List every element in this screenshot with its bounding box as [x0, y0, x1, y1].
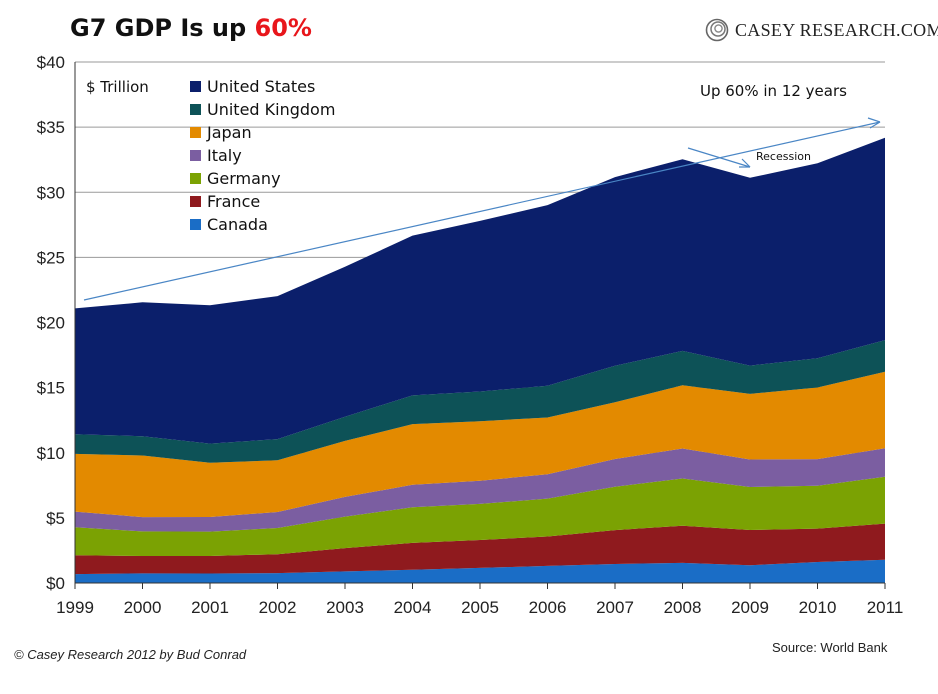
- x-tick-label: 2000: [124, 598, 162, 617]
- x-tick-label: 2008: [664, 598, 702, 617]
- legend-swatch-france: [190, 196, 201, 207]
- legend-label-italy: Italy: [207, 146, 242, 165]
- y-tick-label: $5: [46, 509, 65, 528]
- legend-swatch-canada: [190, 219, 201, 230]
- copyright-note: © Casey Research 2012 by Bud Conrad: [14, 647, 247, 662]
- annotations: Up 60% in 12 years Recession: [83, 82, 881, 301]
- recession-annotation: Recession: [756, 150, 811, 163]
- y-tick-label: $25: [37, 248, 65, 267]
- area-germany: [75, 476, 885, 556]
- x-tick-label: 2001: [191, 598, 229, 617]
- legend-swatch-united-kingdom: [190, 104, 201, 115]
- chart-title-main: G7 GDP Is up: [70, 14, 255, 42]
- x-tick-label: 2011: [867, 598, 904, 617]
- axes: $0 $5 $10 $15 $20 $25 $30 $35 $40 1999 2000 2001 200…: [37, 53, 904, 617]
- area-italy: [75, 448, 885, 532]
- y-tick-label: $40: [37, 53, 65, 72]
- x-tick-label: 2004: [394, 598, 432, 617]
- chart-title-highlight: 60%: [254, 14, 312, 42]
- legend: United States United Kingdom Japan Italy Ger…: [190, 77, 335, 234]
- source-note: Source: World Bank: [772, 640, 888, 655]
- y-tick-label: $35: [37, 118, 65, 137]
- area-france: [75, 523, 885, 575]
- legend-swatch-japan: [190, 127, 201, 138]
- chart-title: G7 GDP Is up 60%: [70, 14, 312, 42]
- legend-label-france: France: [207, 192, 260, 211]
- legend-label-canada: Canada: [207, 215, 268, 234]
- legend-label-united-states: United States: [207, 77, 315, 96]
- growth-annotation: Up 60% in 12 years: [700, 82, 847, 100]
- recession-arrowhead-icon: [739, 158, 751, 168]
- growth-arrow: [83, 121, 881, 301]
- y-tick-label: $0: [46, 574, 65, 593]
- area-united-states: [75, 137, 885, 444]
- y-tick-label: $15: [37, 379, 65, 398]
- area-canada: [75, 559, 885, 583]
- unit-label: $ Trillion: [86, 78, 149, 96]
- legend-swatch-united-states: [190, 81, 201, 92]
- legend-swatch-italy: [190, 150, 201, 161]
- legend-label-germany: Germany: [207, 169, 281, 188]
- brand-logo: CASEY RESEARCH.COM: [705, 18, 938, 42]
- y-tick-label: $20: [37, 314, 65, 333]
- area-united-kingdom: [75, 340, 885, 463]
- x-tick-label: 2005: [461, 598, 499, 617]
- x-tick-label: 2007: [596, 598, 634, 617]
- brand-name: CASEY RESEARCH.COM: [735, 19, 938, 40]
- y-tick-label: $10: [37, 444, 65, 463]
- x-tick-label: 1999: [56, 598, 94, 617]
- x-tick-label: 2002: [259, 598, 297, 617]
- area-japan: [75, 371, 885, 518]
- x-tick-label: 2003: [326, 598, 364, 617]
- x-tick-label: 2009: [731, 598, 769, 617]
- x-tick-label: 2006: [529, 598, 567, 617]
- recession-arrow: [687, 147, 751, 168]
- x-tick-label: 2010: [799, 598, 837, 617]
- legend-swatch-germany: [190, 173, 201, 184]
- legend-label-united-kingdom: United Kingdom: [207, 100, 335, 119]
- legend-label-japan: Japan: [206, 123, 252, 142]
- y-tick-label: $30: [37, 183, 65, 202]
- area-series: [75, 137, 885, 583]
- spiral-logo-icon: [705, 18, 729, 42]
- growth-arrowhead-icon: [867, 117, 881, 129]
